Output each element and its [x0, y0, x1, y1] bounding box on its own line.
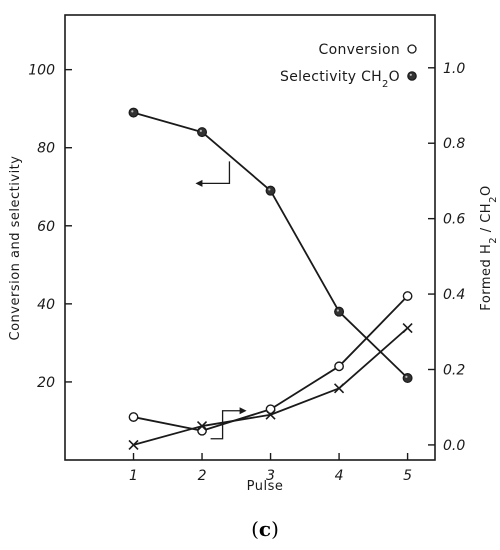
- plot-frame: [64, 14, 436, 461]
- cross-stroke: [265, 409, 276, 420]
- legend-selectivity-suffix: O: [389, 69, 400, 85]
- annotation-arrow-right: [210, 407, 247, 440]
- right-axis-title-part-1: Formed H: [479, 244, 494, 311]
- point-h2-ratio: [334, 383, 345, 394]
- x-tick-label: 1: [129, 468, 138, 484]
- panel-label-letter: c: [259, 517, 271, 541]
- right-tick-label: 0.0: [443, 438, 465, 454]
- point-conversion: [402, 291, 413, 301]
- right-axis-title-part-3: O: [479, 185, 494, 196]
- x-axis-title: Pulse: [247, 479, 284, 494]
- point-h2-ratio: [265, 409, 276, 420]
- right-axis-title-sub-2: 2: [488, 196, 499, 203]
- point-h2-ratio: [196, 420, 208, 432]
- point-selectivity-ch2o: [197, 127, 208, 138]
- right-axis-ticks: 0.0 0.2 0.4 0.6 0.8 1.0: [428, 61, 465, 454]
- point-conversion: [128, 412, 139, 422]
- point-fill: [197, 127, 208, 138]
- cross-stroke: [128, 439, 139, 450]
- legend-selectivity-sub: 2: [382, 79, 389, 90]
- x-tick-label: 4: [335, 468, 344, 484]
- arrow-head: [239, 407, 247, 415]
- legend-label-conversion: Conversion: [319, 42, 401, 58]
- point-fill: [402, 373, 413, 384]
- legend-marker-conversion: [407, 44, 417, 54]
- cross-stroke: [334, 383, 345, 394]
- point-fill: [334, 306, 345, 317]
- right-tick-label: 1.0: [443, 61, 465, 77]
- panel-label: (c): [251, 517, 279, 541]
- arrow-head: [195, 179, 203, 187]
- x-tick-label: 2: [198, 468, 207, 484]
- right-axis-title-part-2: / CH: [479, 203, 494, 237]
- legend-selectivity-main: Selectivity CH: [280, 69, 382, 85]
- legend: Conversion Selectivity CH2O: [280, 42, 417, 90]
- left-tick-label: 40: [37, 297, 55, 313]
- point-highlight: [268, 188, 271, 191]
- point-selectivity-ch2o: [265, 185, 276, 196]
- legend-marker-selectivity: [407, 71, 417, 81]
- point-highlight: [336, 309, 339, 312]
- left-tick-label: 100: [28, 63, 55, 79]
- point-highlight: [131, 110, 134, 113]
- point-highlight: [199, 129, 202, 133]
- x-axis-ticks: 1 2 3 4 5: [129, 453, 412, 484]
- right-tick-label: 0.8: [443, 136, 465, 152]
- right-axis-title-sub-1: 2: [488, 237, 499, 244]
- plot-border: [64, 14, 436, 461]
- point-fill: [128, 107, 139, 118]
- panel-label-open: (: [251, 517, 259, 541]
- cross-stroke: [196, 420, 208, 432]
- left-axis-title: Conversion and selectivity: [8, 156, 23, 341]
- right-tick-label: 0.4: [443, 287, 465, 303]
- point-selectivity-ch2o: [128, 107, 139, 118]
- point-conversion: [334, 361, 344, 372]
- left-axis-ticks: 20 40 60 80 100: [28, 63, 72, 391]
- arrow-path: [199, 161, 231, 185]
- series-line-h2-ratio: [133, 327, 409, 446]
- point-h2-ratio: [402, 322, 413, 334]
- point-selectivity-ch2o: [334, 306, 345, 317]
- arrow-path: [210, 410, 243, 440]
- series-layer: [128, 107, 413, 450]
- point-conversion: [265, 404, 276, 415]
- left-tick-label: 80: [37, 141, 55, 157]
- left-tick-label: 20: [37, 375, 55, 391]
- legend-label-selectivity: Selectivity CH2O: [280, 69, 400, 90]
- x-tick-label: 5: [403, 468, 412, 484]
- legend-marker-highlight: [409, 73, 412, 76]
- legend-marker-fill: [407, 71, 417, 81]
- annotation-arrow-left: [195, 161, 231, 187]
- point-selectivity-ch2o: [402, 373, 413, 384]
- x-tick-label: 3: [266, 468, 275, 484]
- right-axis-title: Formed H2 / CH2O: [479, 185, 499, 310]
- point-h2-ratio: [128, 439, 139, 450]
- point-highlight: [405, 375, 408, 378]
- left-tick-label: 60: [37, 219, 55, 235]
- series-line-selectivity-ch2o: [133, 111, 409, 379]
- right-tick-label: 0.2: [443, 362, 465, 378]
- panel-label-close: ): [271, 517, 279, 541]
- point-fill: [265, 185, 276, 196]
- cross-stroke: [402, 322, 413, 334]
- annotation-layer: [195, 161, 247, 440]
- right-tick-label: 0.6: [443, 212, 465, 228]
